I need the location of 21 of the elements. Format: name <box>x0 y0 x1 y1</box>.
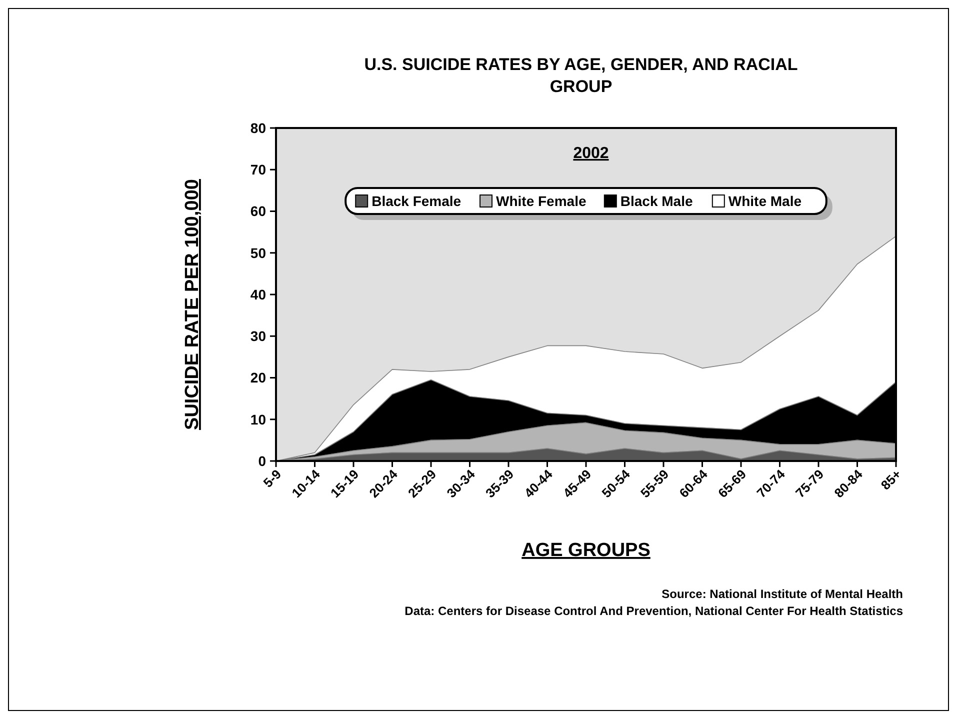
y-tick-label: 30 <box>250 328 266 344</box>
text: Data: Centers for Disease Control And Prevention, National Center For Health Statistics <box>404 604 904 618</box>
legend-label: Black Female <box>372 193 462 209</box>
source-note: Source: National Institute of Mental Health <box>662 587 903 601</box>
legend-label: White Female <box>496 193 586 209</box>
x-tick-label: 85+ <box>878 466 904 493</box>
x-axis-title: AGE GROUPS <box>522 540 650 561</box>
y-tick-label: 60 <box>250 203 266 220</box>
y-tick-label: 10 <box>250 411 266 428</box>
y-tick-label: 0 <box>258 452 266 469</box>
y-tick-label: 40 <box>250 286 266 302</box>
y-tick-label: 50 <box>250 244 266 261</box>
x-tick-label: 5-9 <box>260 466 284 490</box>
y-tick-label: 20 <box>250 370 266 386</box>
legend-label: White Male <box>728 193 802 209</box>
text: 2002 <box>573 145 609 162</box>
chart-title: U.S. SUICIDE RATES BY AGE, GENDER, AND RACIAL GROUP <box>364 55 798 96</box>
y-tick-label: 70 <box>250 162 266 178</box>
legend-label: Black Male <box>620 193 693 209</box>
y-axis-title: SUICIDE RATE PER 100,000 <box>182 179 203 430</box>
y-tick-label: 80 <box>250 120 266 136</box>
